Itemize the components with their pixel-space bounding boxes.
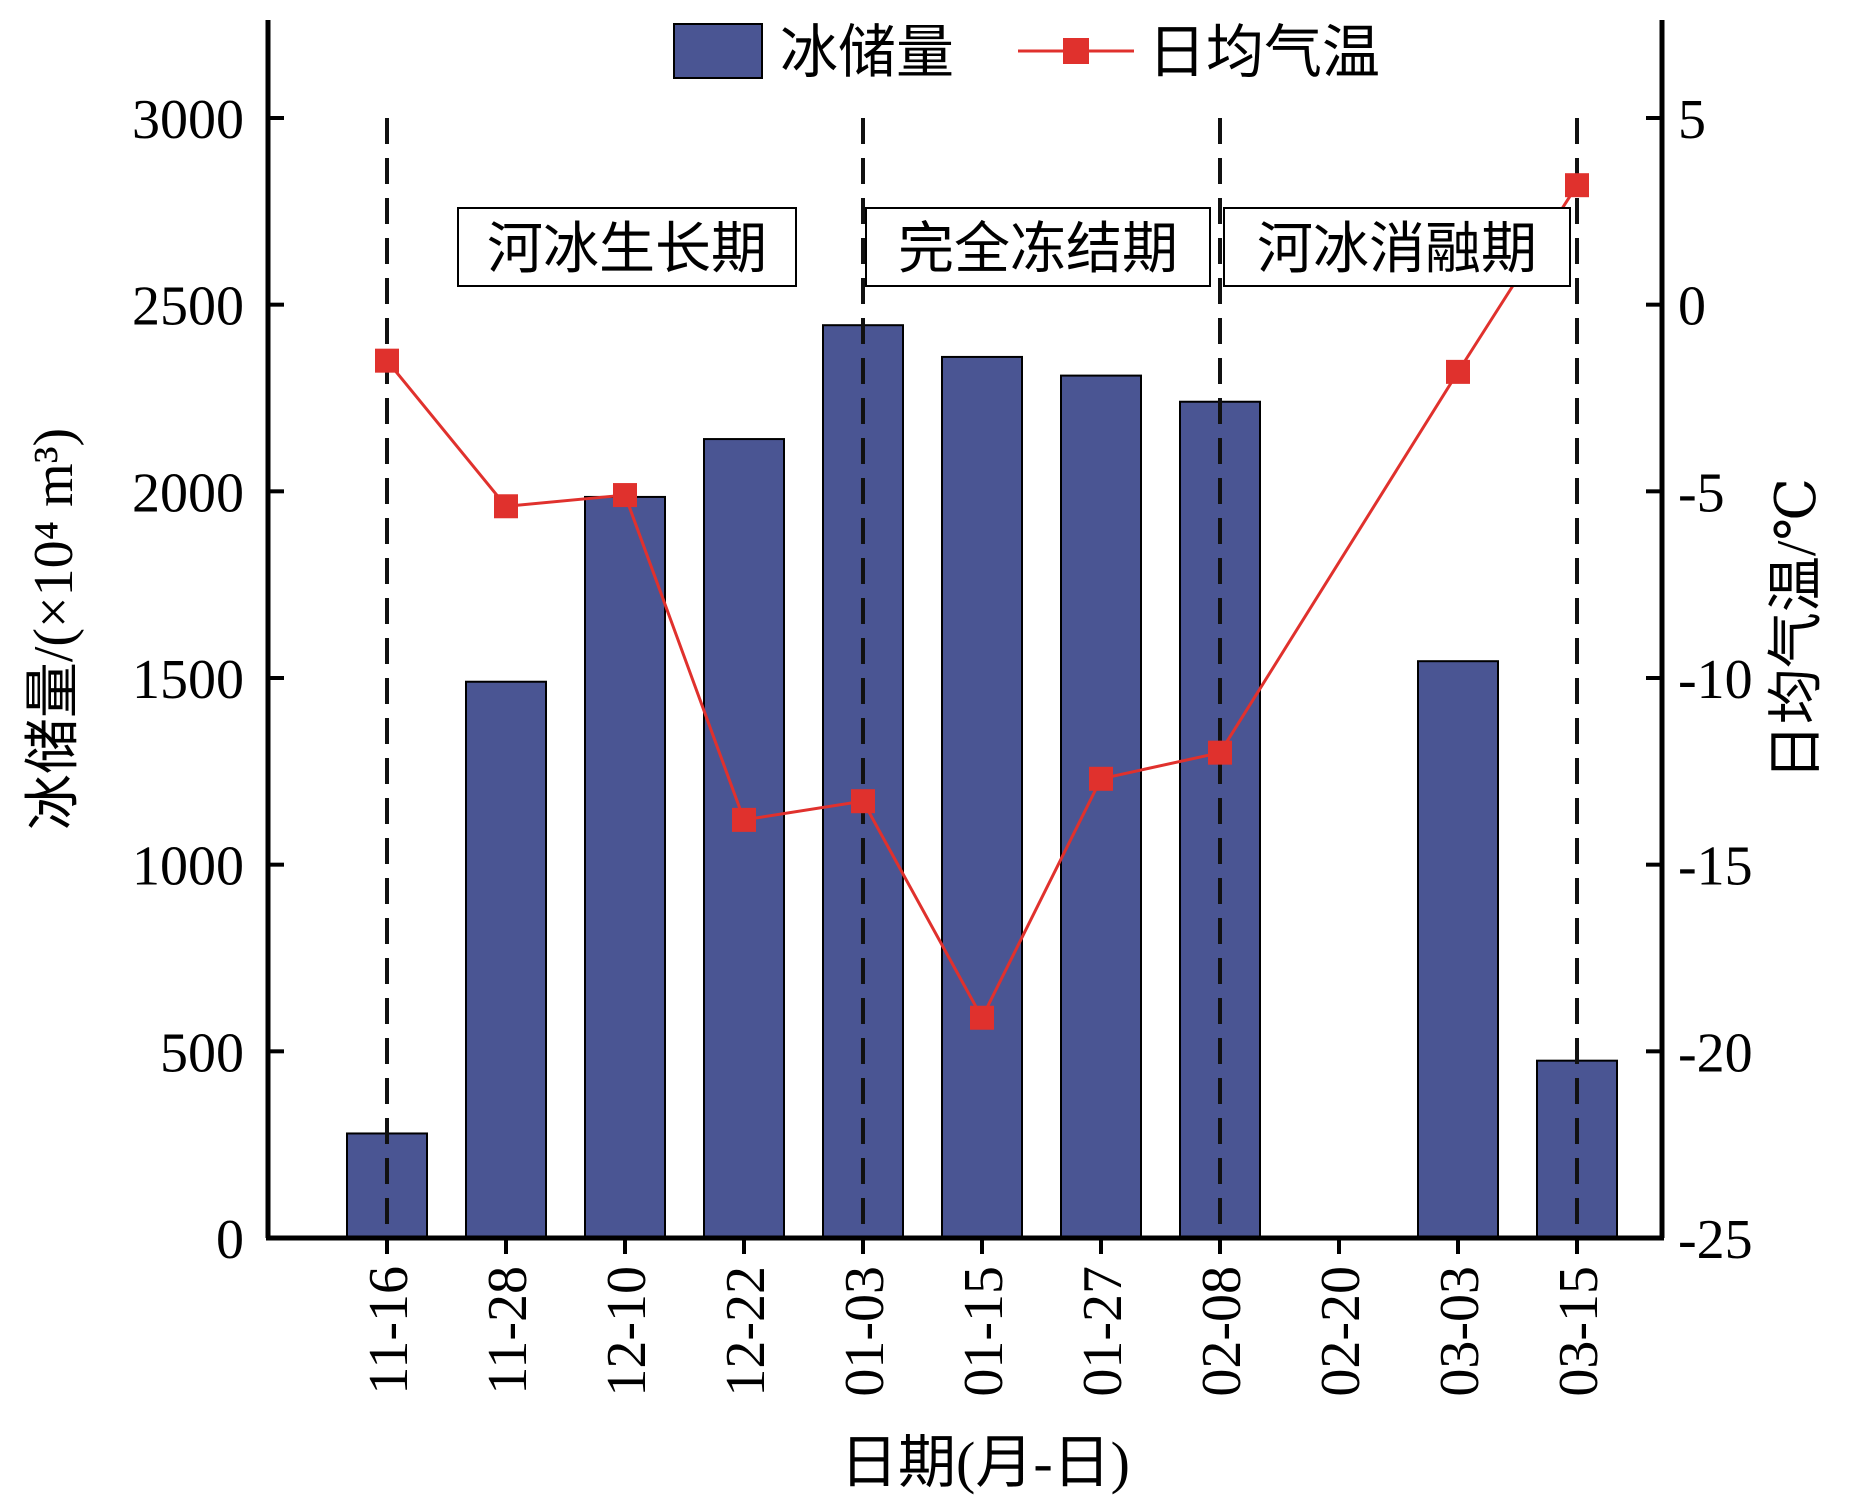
x-tick-label: 11-28 bbox=[477, 1266, 539, 1395]
period-label: 河冰消融期 bbox=[1257, 219, 1537, 281]
y-tick-label: 500 bbox=[160, 1022, 244, 1084]
temperature-point-12-10 bbox=[613, 483, 637, 508]
period-label-box bbox=[457, 207, 797, 287]
bar-12-22 bbox=[703, 438, 785, 1240]
temperature-point-03-15 bbox=[1565, 173, 1589, 198]
bar-12-10 bbox=[584, 495, 666, 1239]
bar-03-03 bbox=[1417, 660, 1499, 1239]
y2-tick-label: -15 bbox=[1678, 836, 1753, 898]
x-tick-label: 11-16 bbox=[358, 1266, 420, 1395]
x-axis-title: 日期(月-日) bbox=[840, 1430, 1130, 1495]
x-tick-label: 03-15 bbox=[1548, 1266, 1610, 1397]
temperature-point-12-22 bbox=[732, 807, 756, 832]
temperature-line bbox=[385, 184, 1579, 1021]
legend-label-bars: 冰储量 bbox=[780, 20, 954, 85]
temperature-point-01-15 bbox=[970, 1005, 994, 1030]
bar-11-28 bbox=[465, 680, 547, 1239]
y2-tick-label: -25 bbox=[1678, 1209, 1753, 1271]
x-tick-label: 02-08 bbox=[1191, 1266, 1253, 1397]
bars-layer bbox=[346, 324, 1618, 1240]
y-tick-label: 1500 bbox=[132, 649, 244, 711]
x-tick-label: 12-22 bbox=[715, 1266, 777, 1397]
x-tick-label: 12-10 bbox=[596, 1266, 658, 1397]
x-tick-label: 01-15 bbox=[953, 1266, 1015, 1397]
y-tick-label: 0 bbox=[216, 1209, 244, 1271]
y-tick-label: 2500 bbox=[132, 276, 244, 338]
y2-axis-title: 日均气温/℃ bbox=[1766, 478, 1828, 780]
x-tick-label: 02-20 bbox=[1310, 1266, 1372, 1397]
temperature-line-layer bbox=[375, 173, 1589, 1030]
period-label: 河冰生长期 bbox=[487, 219, 767, 281]
y2-tick-label: 5 bbox=[1678, 89, 1706, 151]
legend: 冰储量 日均气温 bbox=[673, 20, 1380, 85]
bar-01-15 bbox=[941, 355, 1023, 1239]
x-tick-label: 01-03 bbox=[834, 1266, 896, 1397]
legend-marker-temperature bbox=[1063, 38, 1089, 64]
legend-swatch-bars bbox=[673, 23, 763, 79]
temperature-point-11-28 bbox=[494, 494, 518, 519]
temperature-point-03-03 bbox=[1446, 359, 1470, 384]
period-label-box bbox=[865, 207, 1211, 287]
y2-tick-label: -20 bbox=[1678, 1022, 1753, 1084]
legend-label-temperature: 日均气温 bbox=[1148, 20, 1380, 85]
axes bbox=[265, 20, 1665, 1241]
y-tick-label: 2000 bbox=[132, 462, 244, 524]
period-label-box bbox=[1223, 207, 1571, 287]
period-labels: 河冰生长期 完全冻结期 河冰消融期 bbox=[457, 207, 1571, 287]
y-tick-label: 3000 bbox=[132, 89, 244, 151]
x-tick-label: 01-27 bbox=[1072, 1266, 1134, 1397]
tick-labels: 0 500 1000 1500 2000 2500 3000 -25 -20 -15 -10 -5 0 5… bbox=[132, 89, 1753, 1397]
temperature-point-02-08 bbox=[1208, 740, 1232, 765]
period-label: 完全冻结期 bbox=[898, 219, 1178, 281]
y2-tick-label: -10 bbox=[1678, 649, 1753, 711]
y-tick-label: 1000 bbox=[132, 836, 244, 898]
y2-tick-label: -5 bbox=[1678, 462, 1725, 524]
temperature-point-01-03 bbox=[851, 789, 875, 814]
period-dividers bbox=[385, 118, 1579, 1238]
y-axis-title: 冰储量/(×10⁴ m³) bbox=[23, 428, 85, 830]
temperature-point-11-16 bbox=[375, 348, 399, 373]
x-tick-label: 03-03 bbox=[1429, 1266, 1491, 1397]
y2-tick-label: 0 bbox=[1678, 276, 1706, 338]
bar-01-27 bbox=[1060, 374, 1142, 1240]
temperature-point-01-27 bbox=[1089, 766, 1113, 791]
